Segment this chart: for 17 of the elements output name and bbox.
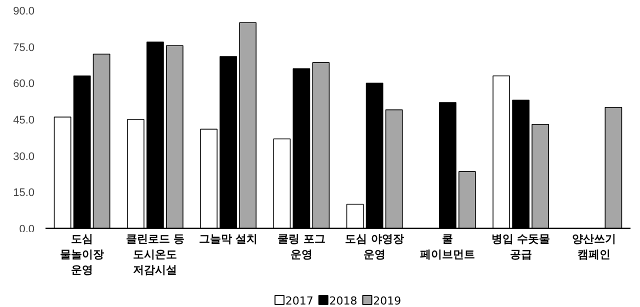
x-tick-label: 클린로드 등 도시온도 저감시설 [126, 232, 185, 277]
y-tick-label: 15.0 [13, 187, 35, 200]
x-tick-label: 쿨링 포그 운영 [278, 232, 326, 262]
x-tick-label: 그늘막 설치 [198, 232, 258, 246]
x-tick-label: 병입 수돗물 공급 [491, 232, 550, 262]
y-tick-label: 45.0 [13, 114, 35, 126]
y-tick-label: 30.0 [13, 150, 35, 163]
y-tick-label: 75.0 [13, 42, 35, 54]
x-tick-label: 도심 물놀이장 운영 [60, 232, 104, 277]
y-tick-label: 60.0 [13, 78, 35, 90]
x-tick-label: 도심 야영장 운영 [345, 232, 404, 262]
legend-label: 2018 [329, 294, 358, 307]
x-tick-label: 양산쓰기 캠페인 [572, 232, 616, 262]
legend-label: 2019 [373, 294, 402, 307]
x-tick-label: 쿨 페이브먼트 [420, 232, 476, 262]
y-tick-label: 90.0 [13, 6, 35, 18]
legend-label: 2017 [285, 294, 314, 307]
